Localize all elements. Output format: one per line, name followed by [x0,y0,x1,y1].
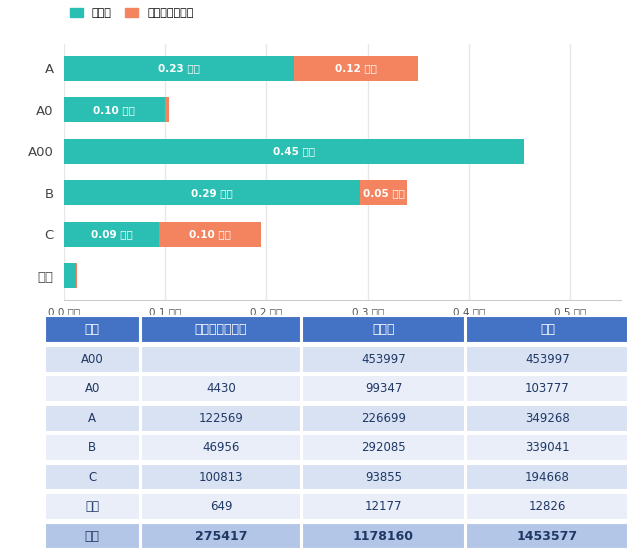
Text: 46956: 46956 [202,441,239,454]
Text: 99347: 99347 [365,382,402,395]
Text: 339041: 339041 [525,441,570,454]
Text: 194668: 194668 [525,471,570,483]
Text: A00: A00 [81,352,104,366]
Text: A: A [88,412,96,425]
Bar [76,263,77,288]
Bar [64,222,159,246]
Text: 0.23 百万: 0.23 百万 [158,63,200,73]
Text: 0.12 百万: 0.12 百万 [335,63,376,73]
Text: 453997: 453997 [525,352,570,366]
Text: 453997: 453997 [361,352,406,366]
Text: 122569: 122569 [198,412,243,425]
Bar [294,56,417,81]
Text: C: C [88,471,96,483]
Text: 0.45 百万: 0.45 百万 [273,147,315,157]
Text: 103777: 103777 [525,382,570,395]
Text: 插电式混合动力: 插电式混合动力 [195,323,247,336]
Text: 93855: 93855 [365,471,402,483]
Text: 226699: 226699 [361,412,406,425]
Text: A0: A0 [84,382,100,395]
Text: 分类: 分类 [84,323,100,336]
Bar [159,222,261,246]
Bar [64,263,76,288]
Bar [64,180,360,205]
Text: 0.10 百万: 0.10 百万 [93,105,135,115]
Text: 其他: 其他 [85,500,99,513]
Text: 总计: 总计 [540,323,555,336]
Text: 1178160: 1178160 [353,529,414,543]
Bar [64,56,294,81]
Text: 100813: 100813 [199,471,243,483]
Bar [164,98,169,122]
Bar [64,98,164,122]
Bar [64,139,524,164]
Text: 292085: 292085 [361,441,406,454]
Text: 纯电动: 纯电动 [372,323,395,336]
Text: 649: 649 [210,500,232,513]
Text: 0.29 百万: 0.29 百万 [191,188,233,198]
Text: 1453577: 1453577 [517,529,578,543]
Text: 总计: 总计 [84,529,100,543]
Text: 0.10 百万: 0.10 百万 [189,229,231,239]
Text: B: B [88,441,96,454]
Text: 0.09 百万: 0.09 百万 [91,229,132,239]
Text: 12177: 12177 [365,500,402,513]
Text: 275417: 275417 [195,529,247,543]
Text: 4430: 4430 [206,382,236,395]
Bar [360,180,407,205]
Legend: 纯电动, 插电式混合动力: 纯电动, 插电式混合动力 [70,8,193,18]
Text: 12826: 12826 [529,500,566,513]
Text: 349268: 349268 [525,412,570,425]
Text: 0.05 百万: 0.05 百万 [362,188,404,198]
